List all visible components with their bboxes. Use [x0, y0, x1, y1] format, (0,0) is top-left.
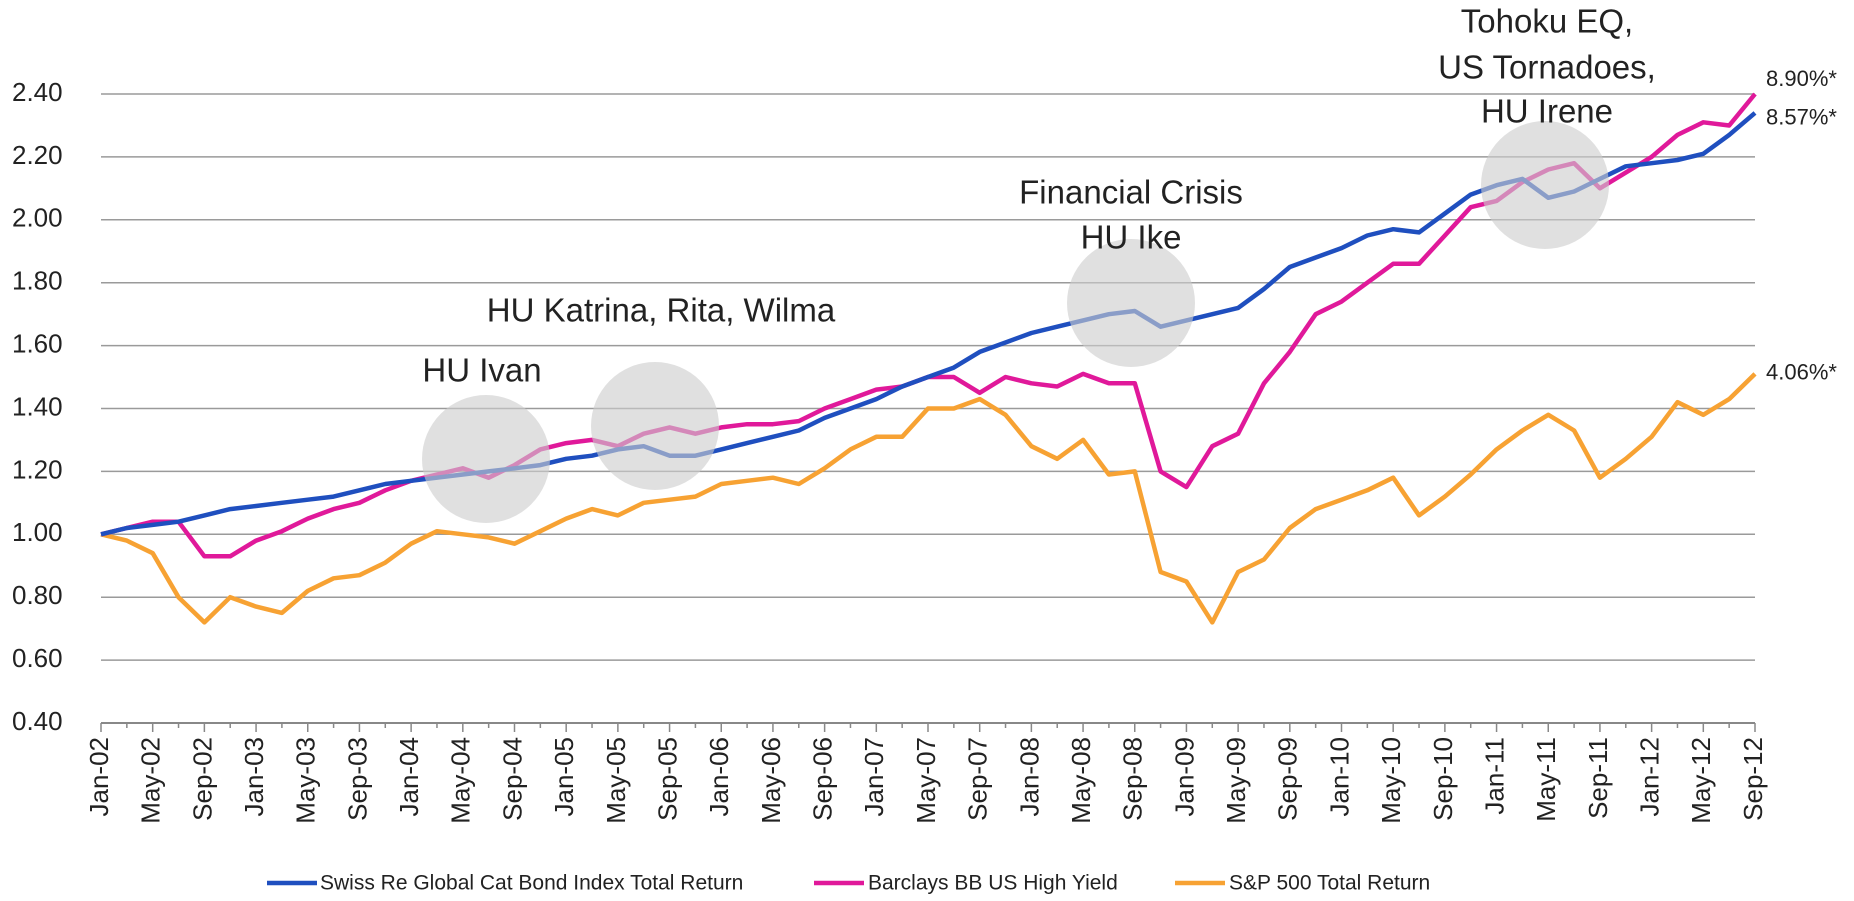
x-tick-label: Sep-08	[1118, 737, 1148, 821]
annotation: HU Ivan	[422, 352, 541, 389]
x-tick-label: May-10	[1376, 737, 1406, 824]
x-tick-label: Jan-10	[1324, 737, 1354, 817]
x-tick-label: May-08	[1066, 737, 1096, 824]
event-highlight	[1067, 239, 1195, 367]
x-tick-label: Jan-04	[394, 737, 424, 817]
x-tick-label: May-11	[1531, 737, 1561, 822]
x-tick-label: May-06	[756, 737, 786, 824]
x-tick-label: Jan-08	[1014, 737, 1044, 817]
x-tick-label: Sep-05	[652, 737, 682, 821]
annotation: Financial Crisis	[1019, 174, 1243, 211]
y-tick-label: 1.40	[12, 391, 63, 421]
x-tick-label: Sep-04	[497, 737, 527, 821]
series-line	[100, 111, 1757, 537]
y-tick-label: 2.20	[12, 140, 63, 170]
y-tick-label: 0.60	[12, 643, 63, 673]
x-tick-label: May-04	[446, 737, 476, 824]
y-tick-label: 1.20	[12, 454, 63, 484]
x-tick-label: Jan-12	[1635, 737, 1665, 817]
annotation: Tohoku EQ,	[1461, 3, 1633, 40]
x-tick-label: Jan-06	[704, 737, 734, 817]
annotation: US Tornadoes,	[1438, 49, 1656, 86]
x-tick-label: Jan-05	[549, 737, 579, 817]
x-tick-label: Sep-09	[1273, 737, 1303, 821]
annotation: HU Ike	[1081, 219, 1182, 256]
x-tick-label: Jan-07	[859, 737, 889, 817]
x-tick-label: Sep-10	[1428, 737, 1458, 821]
x-tick-label: Sep-03	[342, 737, 372, 821]
y-tick-label: 2.40	[12, 77, 63, 107]
y-tick-label: 1.60	[12, 328, 63, 358]
x-tick-label: May-07	[911, 737, 941, 824]
end-label: 4.06%*	[1766, 360, 1837, 385]
x-tick-label: Sep-11	[1583, 737, 1613, 819]
x-tick-label: May-05	[601, 737, 631, 824]
legend-label: Swiss Re Global Cat Bond Index Total Ret…	[320, 872, 743, 895]
x-tick-label: Jan-02	[84, 737, 114, 817]
x-tick-label: May-12	[1686, 737, 1716, 824]
annotation: HU Katrina, Rita, Wilma	[487, 292, 836, 329]
x-tick-label: May-03	[291, 737, 321, 824]
legend-label: S&P 500 Total Return	[1229, 872, 1430, 895]
series-line	[100, 372, 1757, 625]
event-highlight	[591, 362, 719, 490]
end-label: 8.90%*	[1766, 66, 1837, 91]
x-tick-label: Jan-09	[1169, 737, 1199, 817]
x-tick-label: Jan-03	[239, 737, 269, 817]
x-tick-label: Sep-02	[187, 737, 217, 821]
end-label: 8.57%*	[1766, 105, 1837, 130]
x-tick-label: Sep-06	[808, 737, 838, 821]
annotation: HU Irene	[1481, 93, 1613, 130]
x-tick-label: Jan-11	[1479, 737, 1509, 815]
x-tick-label: Sep-07	[963, 737, 993, 821]
y-tick-label: 0.40	[12, 706, 63, 736]
x-tick-label: May-09	[1221, 737, 1251, 824]
y-tick-label: 2.00	[12, 203, 63, 233]
x-tick-label: Sep-12	[1738, 737, 1768, 821]
y-tick-label: 0.80	[12, 580, 63, 610]
y-tick-label: 1.80	[12, 266, 63, 296]
event-highlight	[422, 395, 550, 523]
x-tick-label: May-02	[136, 737, 166, 824]
event-highlight	[1481, 121, 1609, 249]
y-tick-label: 1.00	[12, 517, 63, 547]
legend-label: Barclays BB US High Yield	[868, 872, 1118, 895]
